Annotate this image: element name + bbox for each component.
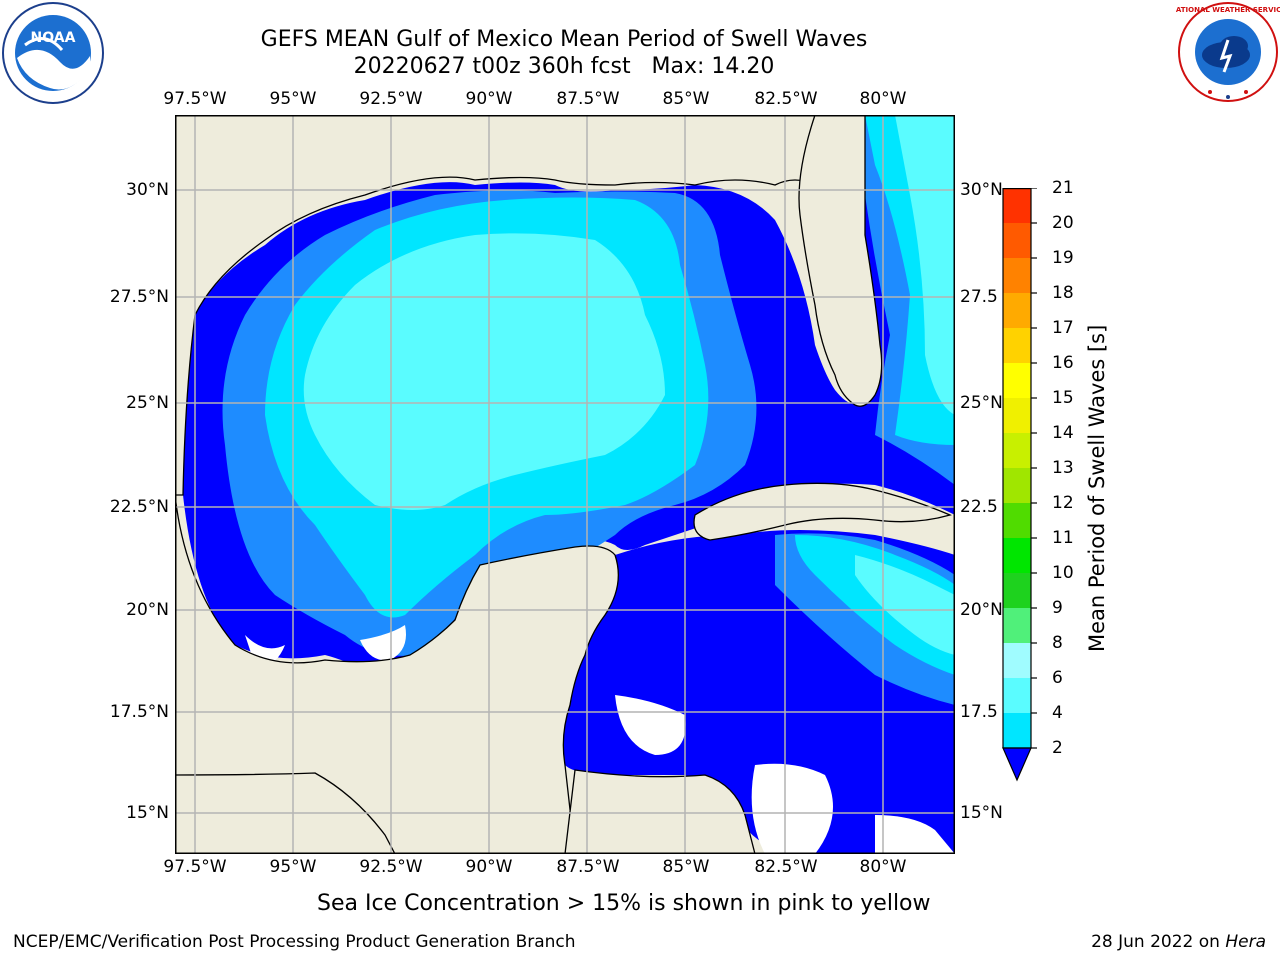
land-us-gulf-coast <box>175 115 836 496</box>
colorbar-segment <box>1003 363 1031 398</box>
nws-logo-text: NATIONAL WEATHER SERVICE <box>1176 6 1280 14</box>
lon-label-top: 87.5°W <box>556 89 620 109</box>
lon-label-bottom: 85°W <box>662 857 710 877</box>
colorbar-tick-label: 13 <box>1052 458 1074 478</box>
colorbar-tick-label: 2 <box>1052 738 1063 758</box>
colorbar-segment <box>1003 678 1031 713</box>
colorbar-tick-label: 20 <box>1052 213 1074 233</box>
noaa-logo-text: NOAA <box>31 30 76 46</box>
colorbar-tick-label: 11 <box>1052 528 1074 548</box>
lon-label-bottom: 82.5°W <box>754 857 818 877</box>
colorbar-tick-label: 8 <box>1052 633 1063 653</box>
colorbar-tick-label: 14 <box>1052 423 1074 443</box>
colorbar-title: Mean Period of Swell Waves [s] <box>1085 324 1109 652</box>
colorbar-tick-label: 12 <box>1052 493 1074 513</box>
swell-8-9-caribbean <box>855 555 955 655</box>
colorbar-tick-label: 21 <box>1052 178 1074 198</box>
nws-logo: NATIONAL WEATHER SERVICE <box>1176 2 1280 102</box>
gridlines <box>175 115 955 854</box>
lon-label-bottom: 80°W <box>859 857 907 877</box>
colorbar-segment <box>1003 293 1031 328</box>
lon-label-bottom: 92.5°W <box>359 857 423 877</box>
lat-label-right: 30°N <box>960 180 1003 200</box>
colorbar <box>1002 188 1037 782</box>
chart-subtitle: 20220627 t00z 360h fcst Max: 14.20 <box>353 54 775 79</box>
lat-label-left: 15°N <box>126 803 169 823</box>
lon-label-top: 80°W <box>859 89 907 109</box>
map-frame <box>175 115 955 854</box>
lon-label-bottom: 87.5°W <box>556 857 620 877</box>
lat-label-left: 25°N <box>126 393 169 413</box>
swell-8-9-band <box>303 233 665 510</box>
colorbar-tick-label: 17 <box>1052 318 1074 338</box>
land-florida <box>798 115 883 407</box>
lon-label-top: 90°W <box>465 89 513 109</box>
colorbar-extend-triangle <box>1002 747 1032 782</box>
lon-label-bottom: 97.5°W <box>163 857 227 877</box>
colorbar-tick-label: 10 <box>1052 563 1074 583</box>
footer-host: Hera <box>1225 932 1266 952</box>
noaa-logo: NOAA <box>2 2 104 104</box>
colorbar-tick-label: 18 <box>1052 283 1074 303</box>
lon-label-top: 92.5°W <box>359 89 423 109</box>
colorbar-tick-label: 9 <box>1052 598 1063 618</box>
no-data-patch <box>751 763 833 854</box>
lat-label-right: 27.5 <box>960 287 998 307</box>
no-data-patch <box>615 695 686 755</box>
colorbar-segment <box>1003 433 1031 468</box>
lat-label-right: 20°N <box>960 600 1003 620</box>
lat-label-left: 30°N <box>126 180 169 200</box>
lat-label-left: 27.5°N <box>109 287 169 307</box>
footer-date: 28 Jun 2022 on Hera <box>1091 932 1266 952</box>
swell-6-8-caribbean <box>795 535 955 675</box>
chart-title: GEFS MEAN Gulf of Mexico Mean Period of … <box>260 27 868 52</box>
footer-date-text: 28 Jun 2022 on <box>1091 932 1226 952</box>
colorbar-segment <box>1003 328 1031 363</box>
sea-ice-note: Sea Ice Concentration > 15% is shown in … <box>317 891 931 916</box>
lat-label-right: 25°N <box>960 393 1003 413</box>
lat-label-left: 20°N <box>126 600 169 620</box>
lon-label-top: 95°W <box>269 89 317 109</box>
lon-label-bottom: 95°W <box>269 857 317 877</box>
colorbar-segment <box>1003 503 1031 538</box>
colorbar-tick-label: 15 <box>1052 388 1074 408</box>
colorbar-segment <box>1003 713 1031 748</box>
footer-credit: NCEP/EMC/Verification Post Processing Pr… <box>13 932 576 952</box>
lon-label-top: 85°W <box>662 89 710 109</box>
colorbar-segment <box>1003 223 1031 258</box>
land-mexico <box>175 494 619 854</box>
colorbar-segment <box>1003 468 1031 503</box>
colorbar-tick-label: 4 <box>1052 703 1063 723</box>
lat-label-right: 22.5 <box>960 497 998 517</box>
no-data-patch <box>360 625 406 661</box>
colorbar-segment <box>1003 538 1031 573</box>
map-panel <box>175 115 955 854</box>
land-cuba <box>693 482 952 541</box>
land-central-america <box>564 769 756 854</box>
lat-label-right: 17.5 <box>960 702 998 722</box>
colorbar-tick-label: 6 <box>1052 668 1063 688</box>
lat-label-left: 22.5°N <box>109 497 169 517</box>
lon-label-top: 82.5°W <box>754 89 818 109</box>
lat-label-right: 15°N <box>960 803 1003 823</box>
lat-label-left: 17.5°N <box>109 702 169 722</box>
colorbar-segment <box>1003 643 1031 678</box>
lon-label-bottom: 90°W <box>465 857 513 877</box>
lon-label-top: 97.5°W <box>163 89 227 109</box>
colorbar-segment <box>1003 608 1031 643</box>
colorbar-ticks: 2 4 6 8 9 10 11 12 13 14 15 16 17 18 19 20 21 <box>1052 0 1112 960</box>
colorbar-tick-label: 16 <box>1052 353 1074 373</box>
colorbar-segment <box>1003 398 1031 433</box>
colorbar-tick-label: 19 <box>1052 248 1074 268</box>
colorbar-segment <box>1003 258 1031 293</box>
colorbar-segment <box>1003 188 1031 223</box>
colorbar-segment <box>1003 573 1031 608</box>
no-data-patch <box>875 815 955 854</box>
